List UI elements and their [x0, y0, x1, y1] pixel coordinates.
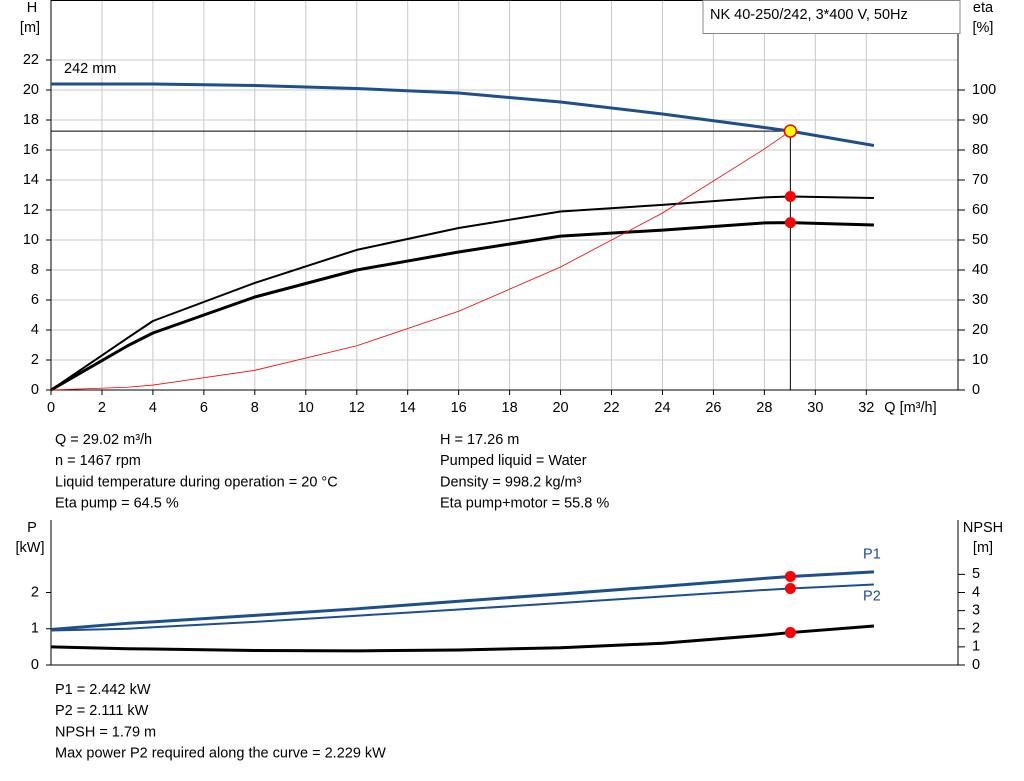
y-axis-unit: [kW] — [16, 540, 45, 556]
y2-tick-label: 60 — [972, 202, 988, 218]
x-tick-label: 20 — [552, 400, 568, 416]
y2-tick-label: 40 — [972, 262, 988, 278]
y-tick-label: 6 — [31, 292, 39, 308]
operating-marker — [784, 627, 796, 639]
operating-marker — [784, 570, 796, 582]
info-line: Liquid temperature during operation = 20… — [55, 474, 338, 490]
info-line: n = 1467 rpm — [55, 453, 141, 469]
x-tick-label: 24 — [654, 400, 670, 416]
info-line: Pumped liquid = Water — [440, 453, 587, 469]
x-tick-label: 22 — [603, 400, 619, 416]
y-tick-label: 2 — [31, 352, 39, 368]
x-tick-label: 14 — [400, 400, 416, 416]
y2-tick-label: 0 — [972, 382, 980, 398]
info-line: H = 17.26 m — [440, 432, 519, 448]
series-line — [50, 570, 875, 631]
info-line: Eta pump = 64.5 % — [55, 496, 179, 512]
chart-title: NK 40-250/242, 3*400 V, 50Hz — [710, 7, 908, 23]
y-tick-label: 0 — [31, 382, 39, 398]
y2-axis-label: eta — [973, 0, 994, 16]
x-tick-label: 0 — [47, 400, 55, 416]
y-tick-label: 1 — [31, 621, 39, 637]
x-tick-label: 8 — [251, 400, 259, 416]
x-axis-label: Q [m³/h] — [884, 400, 936, 416]
x-tick-label: 4 — [149, 400, 157, 416]
y2-tick-label: 5 — [972, 566, 980, 582]
operating-marker — [783, 124, 798, 138]
x-tick-label: 10 — [298, 400, 314, 416]
y2-tick-label: 0 — [972, 657, 980, 673]
y2-tick-label: 4 — [972, 584, 980, 600]
series-line — [50, 221, 874, 392]
series-line — [50, 583, 874, 632]
operating-marker — [784, 582, 796, 594]
y2-tick-label: 20 — [972, 322, 988, 338]
x-tick-label: 6 — [200, 400, 208, 416]
y-tick-label: 12 — [23, 202, 39, 218]
y-tick-label: 20 — [23, 82, 39, 98]
y2-tick-label: 30 — [972, 292, 988, 308]
info-line: P1 = 2.442 kW — [55, 682, 151, 698]
y-tick-label: 16 — [23, 142, 39, 158]
y2-axis-label: NPSH — [963, 520, 1003, 536]
operating-marker — [784, 217, 796, 229]
x-tick-label: 30 — [807, 400, 823, 416]
info-line: Max power P2 required along the curve = … — [55, 746, 386, 762]
y-tick-label: 10 — [23, 232, 39, 248]
x-tick-label: 2 — [98, 400, 106, 416]
info-line: Density = 998.2 kg/m³ — [440, 474, 582, 490]
y-tick-label: 8 — [31, 262, 39, 278]
y2-axis-unit: [%] — [973, 20, 994, 36]
y-tick-label: 0 — [31, 657, 39, 673]
y-axis-unit: [m] — [20, 20, 40, 36]
series-line — [50, 130, 791, 391]
y2-tick-label: 50 — [972, 232, 988, 248]
y-axis-label: P — [27, 520, 37, 536]
series-line — [50, 624, 875, 653]
y-tick-label: 2 — [31, 584, 39, 600]
y-tick-label: 18 — [23, 112, 39, 128]
x-tick-label: 18 — [502, 400, 518, 416]
title-box — [702, 0, 961, 34]
impeller-annotation: 242 mm — [64, 61, 116, 77]
info-line: Q = 29.02 m³/h — [55, 432, 152, 448]
y-tick-label: 22 — [23, 52, 39, 68]
info-line: NPSH = 1.79 m — [55, 724, 156, 740]
y-axis-label: H — [27, 0, 37, 16]
y-tick-label: 4 — [31, 322, 39, 338]
y2-axis-unit: [m] — [973, 540, 993, 556]
y2-tick-label: 70 — [972, 172, 988, 188]
y2-tick-label: 1 — [972, 639, 980, 655]
y-tick-label: 14 — [23, 172, 39, 188]
y2-tick-label: 10 — [972, 352, 988, 368]
y2-tick-label: 90 — [972, 112, 988, 128]
x-tick-label: 12 — [349, 400, 365, 416]
info-line: P2 = 2.111 kW — [55, 703, 149, 719]
x-tick-label: 26 — [705, 400, 721, 416]
y2-tick-label: 100 — [972, 82, 996, 98]
x-tick-label: 16 — [451, 400, 467, 416]
series-line — [51, 82, 875, 147]
info-line: Eta pump+motor = 55.8 % — [440, 496, 609, 512]
series-label: P2 — [863, 588, 881, 604]
y2-tick-label: 80 — [972, 142, 988, 158]
x-tick-label: 28 — [756, 400, 772, 416]
y2-tick-label: 3 — [972, 602, 980, 618]
series-line — [50, 195, 874, 391]
y2-tick-label: 2 — [972, 621, 980, 637]
operating-marker — [784, 191, 796, 202]
series-label: P1 — [863, 547, 881, 563]
x-tick-label: 32 — [858, 400, 874, 416]
